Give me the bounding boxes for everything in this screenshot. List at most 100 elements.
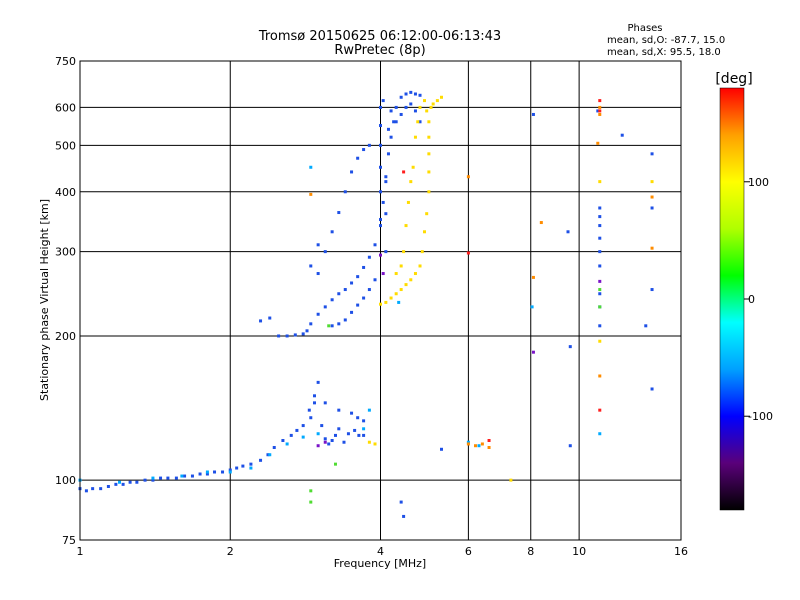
data-point bbox=[362, 296, 366, 300]
data-point bbox=[422, 230, 426, 234]
data-point bbox=[598, 408, 602, 412]
data-point bbox=[309, 322, 313, 326]
data-point bbox=[91, 487, 95, 491]
data-point bbox=[568, 444, 572, 448]
data-point bbox=[422, 99, 426, 103]
data-point bbox=[413, 92, 417, 96]
data-point bbox=[272, 445, 276, 449]
grid-lines bbox=[80, 61, 681, 540]
y-tick-label: 750 bbox=[55, 55, 76, 68]
data-point bbox=[381, 272, 385, 276]
data-point bbox=[392, 120, 396, 124]
data-point bbox=[379, 190, 382, 194]
data-point bbox=[190, 474, 194, 478]
data-point bbox=[285, 442, 289, 446]
data-point bbox=[566, 230, 570, 234]
data-point bbox=[384, 175, 388, 179]
data-point bbox=[394, 105, 398, 109]
data-point bbox=[309, 192, 313, 196]
x-tick-label: 10 bbox=[572, 545, 586, 558]
data-point bbox=[399, 264, 403, 268]
data-point bbox=[650, 195, 654, 199]
data-point bbox=[330, 439, 334, 443]
data-point bbox=[259, 458, 263, 462]
x-axis-label: Frequency [MHz] bbox=[334, 557, 426, 570]
data-point bbox=[228, 468, 232, 472]
data-point bbox=[384, 180, 388, 184]
data-point bbox=[228, 470, 232, 474]
data-point bbox=[402, 250, 406, 254]
data-point bbox=[312, 401, 316, 405]
data-point bbox=[367, 440, 371, 444]
data-point bbox=[394, 292, 398, 296]
data-point bbox=[427, 170, 431, 174]
data-point bbox=[330, 230, 334, 234]
data-point bbox=[293, 333, 297, 337]
data-point bbox=[205, 472, 209, 476]
data-point bbox=[350, 411, 354, 415]
data-point bbox=[367, 255, 371, 259]
data-point bbox=[362, 265, 366, 269]
y-tick-labels: 75 100 200 300 400 500 600 750 bbox=[55, 55, 76, 547]
data-point bbox=[598, 224, 602, 228]
data-point bbox=[650, 387, 654, 391]
data-point bbox=[386, 152, 390, 156]
data-point bbox=[596, 109, 600, 113]
data-point bbox=[598, 292, 602, 296]
data-point bbox=[323, 250, 327, 254]
data-point bbox=[644, 324, 648, 328]
data-point bbox=[427, 190, 431, 194]
data-point bbox=[598, 432, 602, 436]
y-tick-label: 400 bbox=[55, 186, 76, 199]
data-point bbox=[466, 251, 470, 255]
data-point bbox=[418, 93, 422, 97]
data-point bbox=[121, 482, 125, 486]
data-point bbox=[416, 120, 420, 124]
data-point bbox=[509, 478, 513, 482]
data-point bbox=[333, 433, 337, 437]
data-point bbox=[356, 156, 360, 160]
data-point bbox=[84, 489, 88, 493]
data-point bbox=[399, 95, 403, 99]
y-tick-label: 100 bbox=[55, 474, 76, 487]
data-point bbox=[379, 105, 382, 109]
data-point bbox=[342, 440, 346, 444]
data-point bbox=[301, 332, 305, 336]
data-point bbox=[386, 127, 390, 131]
data-point bbox=[266, 453, 270, 457]
data-point bbox=[268, 316, 272, 320]
data-point bbox=[598, 105, 602, 109]
data-point bbox=[411, 165, 415, 169]
data-point bbox=[598, 250, 602, 254]
data-point bbox=[362, 433, 366, 437]
data-point bbox=[389, 109, 393, 113]
data-point bbox=[174, 476, 178, 480]
data-point bbox=[413, 135, 417, 139]
x-tick-label: 2 bbox=[227, 545, 234, 558]
data-point bbox=[373, 243, 377, 247]
y-tick-label: 300 bbox=[55, 246, 76, 259]
data-point bbox=[367, 288, 371, 292]
data-point bbox=[337, 427, 341, 431]
data-point bbox=[404, 92, 408, 96]
data-point bbox=[598, 288, 602, 292]
data-point bbox=[295, 428, 299, 432]
data-point bbox=[309, 489, 313, 493]
data-point bbox=[362, 419, 366, 423]
data-point bbox=[362, 148, 366, 152]
data-point bbox=[106, 484, 110, 488]
data-point bbox=[440, 95, 444, 99]
data-point bbox=[235, 466, 239, 470]
data-point bbox=[402, 514, 406, 518]
data-point bbox=[466, 442, 470, 446]
chart-title: Tromsø 20150625 06:12:00-06:13:43 bbox=[258, 29, 501, 44]
data-point bbox=[350, 310, 354, 314]
x-tick-labels: 1 2 4 6 8 10 16 bbox=[77, 545, 689, 558]
data-point bbox=[346, 432, 350, 436]
data-point bbox=[409, 102, 413, 106]
data-point bbox=[598, 99, 602, 103]
x-tick-label: 4 bbox=[377, 545, 384, 558]
data-point bbox=[418, 105, 422, 109]
data-point bbox=[166, 476, 170, 480]
